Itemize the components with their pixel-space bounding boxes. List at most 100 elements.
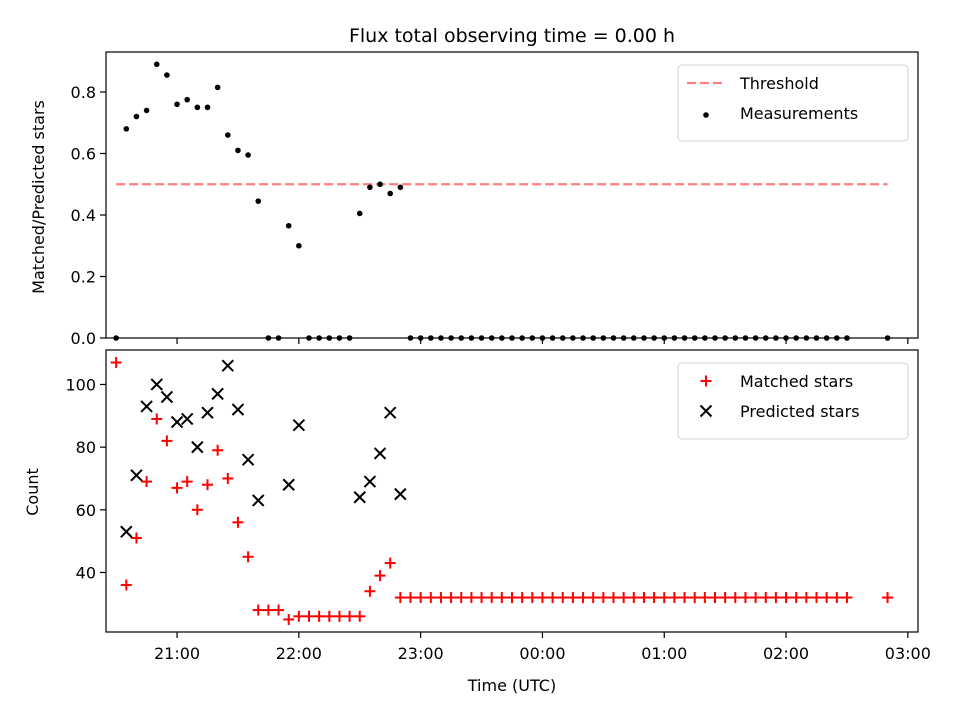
bottom-x-tick-label: 22:00	[276, 644, 322, 663]
matched-star-point	[415, 592, 427, 604]
matched-star-point	[648, 592, 660, 604]
matched-star-point	[587, 592, 599, 604]
bottom-y-tick-label: 60	[76, 501, 96, 520]
matched-star-point	[161, 435, 173, 447]
measurement-point	[387, 190, 394, 197]
matched-star-point	[526, 592, 538, 604]
count-points	[110, 357, 894, 625]
matched-star-point	[618, 592, 630, 604]
matched-star-point	[384, 557, 396, 569]
matched-star-point	[567, 592, 579, 604]
measurement-point	[367, 184, 373, 191]
predicted-star-point	[383, 406, 397, 419]
matched-star-point	[141, 476, 153, 488]
top-y-tick-label: 0.0	[71, 329, 96, 348]
bottom-ticks: 40 60 80 100 21:00 22:00 23:00 00:00 01:00 02:00 0…	[65, 375, 930, 663]
matched-star-point	[811, 592, 822, 604]
predicted-marker-b	[120, 525, 133, 538]
top-plot-frame	[105, 51, 919, 339]
predicted-star-point	[292, 418, 306, 432]
matched-star-point	[465, 592, 477, 604]
measurement-point	[143, 107, 150, 114]
predicted-marker-b	[140, 400, 153, 413]
matched-star-point	[110, 357, 122, 369]
matched-star-point	[435, 592, 447, 604]
predicted-marker-b	[394, 487, 407, 501]
predicted-marker-b	[170, 415, 184, 429]
matched-star-point	[516, 592, 528, 604]
predicted-star-point	[191, 440, 204, 454]
predicted-star-point	[231, 403, 245, 416]
top-y-tick-label: 0.6	[71, 144, 96, 163]
matched-star-point	[344, 610, 356, 622]
bottom-plot-frame	[105, 349, 919, 633]
matched-star-point	[130, 532, 142, 544]
predicted-marker-b	[353, 491, 366, 504]
measurement-point	[214, 84, 221, 91]
matched-star-point	[394, 592, 406, 604]
matched-star-point	[882, 592, 894, 604]
matched-star-point	[557, 592, 569, 604]
predicted-star-point	[170, 415, 184, 429]
predicted-star-point	[160, 390, 174, 404]
top-legend-box	[677, 64, 909, 142]
measurement-point	[377, 181, 383, 188]
matched-star-point	[455, 592, 467, 604]
matched-star-point	[506, 592, 518, 604]
matched-star-point	[323, 610, 335, 622]
bottom-x-tick-label: 23:00	[398, 644, 444, 663]
predicted-marker-b	[221, 359, 235, 372]
measurement-point	[296, 242, 302, 249]
predicted-star-point	[353, 491, 366, 504]
matched-star-point	[293, 610, 305, 622]
predicted-star-point	[252, 494, 265, 507]
measurement-point	[123, 126, 130, 132]
matched-star-point	[831, 592, 843, 604]
bottom-legend-box	[677, 362, 909, 440]
predicted-star-point	[241, 453, 255, 466]
matched-star-point	[364, 585, 376, 597]
predicted-marker-b	[383, 406, 397, 419]
matched-star-point	[273, 604, 285, 616]
matched-star-point	[841, 592, 853, 604]
matched-star-point	[425, 592, 437, 604]
predicted-star-point	[363, 475, 377, 488]
top-y-tick-label: 0.4	[71, 206, 96, 225]
measurement-point	[204, 104, 211, 111]
legend-label: Threshold	[739, 74, 819, 93]
matched-star-point	[476, 592, 488, 604]
matched-star-point	[780, 592, 792, 604]
matched-star-point	[191, 504, 203, 516]
predicted-star-point	[130, 469, 143, 482]
matched-star-point	[222, 472, 234, 484]
bottom-x-tick-label: 02:00	[763, 644, 809, 663]
matched-star-point	[496, 592, 508, 604]
predicted-star-point	[373, 447, 387, 460]
matched-star-point	[374, 570, 386, 582]
matched-star-point	[212, 444, 224, 456]
measurement-point	[255, 198, 262, 204]
matched-star-point	[181, 476, 193, 488]
bottom-panel: Count Time (UTC) 40 60 80 100 21:00 22:00 23:0…	[23, 349, 931, 695]
measurement-point	[153, 61, 160, 68]
bottom-x-tick-label: 01:00	[641, 644, 687, 663]
matched-star-point	[597, 592, 609, 604]
matched-star-point	[283, 613, 295, 625]
matched-star-point	[354, 610, 366, 622]
matched-star-point	[120, 579, 132, 591]
matched-star-point	[770, 592, 782, 604]
matched-star-point	[628, 592, 640, 604]
matched-star-point	[486, 592, 498, 604]
predicted-star-point	[150, 378, 163, 391]
matched-star-point	[800, 592, 812, 604]
matched-star-point	[303, 610, 315, 622]
measurement-point	[245, 152, 251, 158]
measurement-point	[235, 147, 241, 154]
legend-label: Predicted stars	[740, 402, 860, 421]
matched-star-point	[232, 516, 244, 528]
measurement-point	[133, 113, 140, 120]
predicted-marker-b	[201, 406, 214, 419]
bottom-legend: Matched stars Predicted stars	[677, 362, 909, 440]
bottom-y-tick-label: 80	[76, 438, 96, 457]
